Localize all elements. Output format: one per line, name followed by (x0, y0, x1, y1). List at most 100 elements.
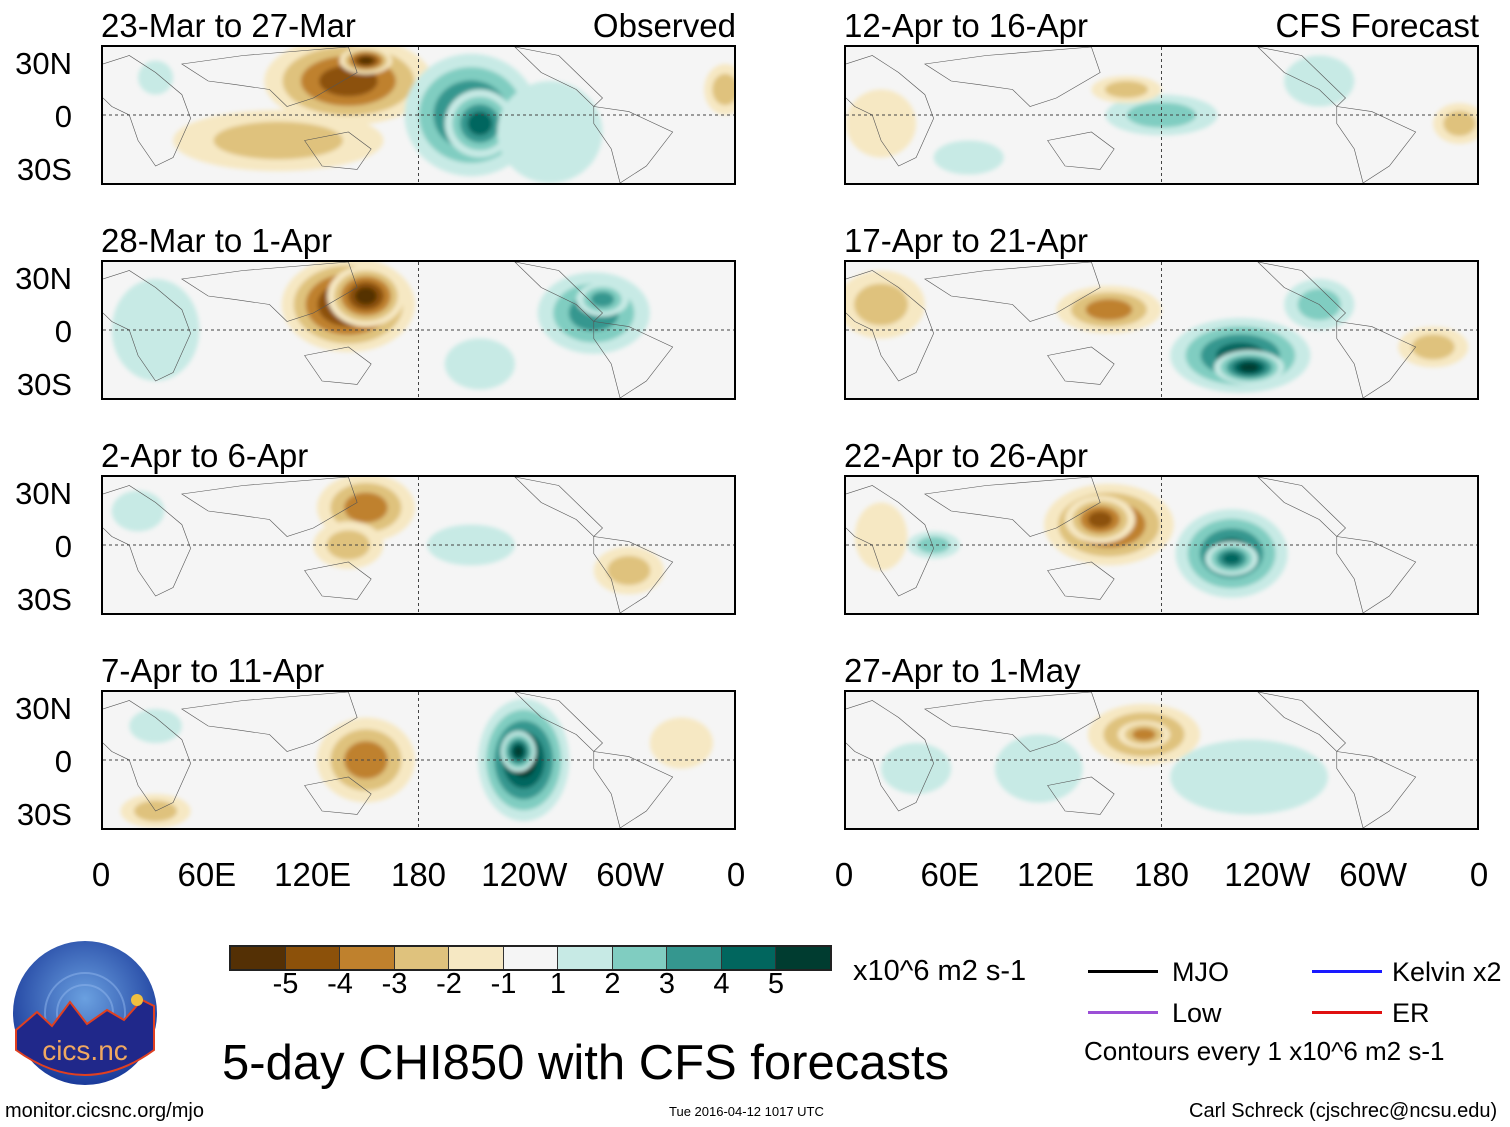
coastline-asia (925, 692, 1100, 752)
anomaly-contour-fill (1132, 728, 1156, 741)
colorbar-swatch (503, 947, 558, 969)
coastline-asia (925, 477, 1100, 537)
coastline-australia (305, 132, 372, 169)
y-tick-label: 30S (16, 367, 72, 402)
x-tick-label: 0 (726, 856, 746, 893)
anomaly-contour-fill (326, 530, 370, 560)
panel-title: 27-Apr to 1-May (844, 652, 1081, 689)
y-tick-label: 0 (54, 529, 72, 564)
anomaly-contour-fill (712, 73, 734, 106)
legend-mjo: MJO (1172, 957, 1229, 987)
panel-tag: Observed (592, 7, 736, 44)
anomaly-contour-fill (1284, 55, 1355, 107)
x-tick-label: 60W (596, 856, 665, 893)
coastline-australia (1048, 347, 1115, 384)
anomaly-map-panel (844, 260, 1479, 400)
y-tick-label: 0 (54, 744, 72, 779)
page-title: 5-day CHI850 with CFS forecasts (222, 1036, 950, 1090)
coastline-asia (925, 262, 1100, 322)
panel-title: 2-Apr to 6-Apr (101, 437, 309, 474)
anomaly-contour-fill (854, 502, 908, 571)
anomaly-map-panel (101, 260, 736, 400)
x-tick-label: 0 (1469, 856, 1489, 893)
colorbar-units: x10^6 m2 s-1 (853, 955, 1027, 987)
x-tick-label: 180 (1133, 856, 1190, 893)
coastline-south-america (1337, 752, 1416, 829)
panel-title: 12-Apr to 16-Apr (844, 7, 1088, 44)
coastline-africa (103, 56, 191, 167)
colorbar-swatch (449, 947, 504, 969)
x-tick-label: 0 (834, 856, 854, 893)
cicsnc-logo: cics.nc (12, 940, 158, 1086)
anomaly-contour-fill (497, 81, 603, 183)
panel-title: 23-Mar to 27-Mar (101, 7, 356, 44)
legend-low: Low (1172, 998, 1222, 1028)
y-tick-label: 30S (16, 152, 72, 187)
colorbar-label: 4 (713, 968, 730, 1000)
colorbar-label: 3 (658, 968, 676, 1000)
coastline-south-america (1337, 107, 1416, 184)
coastline-north-america (1258, 262, 1346, 322)
colorbar-swatch (394, 947, 449, 969)
x-tick-label: 60E (920, 856, 980, 893)
anomaly-contour-fill (1087, 511, 1113, 528)
anomaly-contour-fill (933, 140, 1004, 175)
colorbar-swatch (340, 947, 395, 969)
colorbar-swatch (285, 947, 340, 969)
coastline-australia (1048, 132, 1115, 169)
y-tick-label: 30N (15, 46, 72, 81)
x-tick-label: 180 (390, 856, 447, 893)
anomaly-contour-fill (846, 89, 917, 158)
anomaly-contour-fill (590, 291, 615, 307)
anomaly-contour-fill (344, 741, 388, 779)
footer-url[interactable]: monitor.cicsnc.org/mjo (5, 1100, 204, 1122)
legend-low-line (1088, 1011, 1158, 1014)
footer-timestamp: Tue 2016-04-12 1017 UTC (669, 1104, 824, 1119)
coastline-africa (846, 56, 934, 167)
coastline-australia (1048, 777, 1115, 814)
panel-tag: CFS Forecast (1275, 7, 1479, 44)
coastline-africa (846, 271, 934, 382)
anomaly-contour-fill (1104, 81, 1149, 98)
y-tick-label: 30N (15, 691, 72, 726)
coastline-north-america (1258, 477, 1346, 537)
coastline-south-america (594, 752, 673, 829)
anomaly-contour-fill (649, 717, 713, 769)
anomaly-map-panel (844, 690, 1479, 830)
x-tick-label: 0 (91, 856, 111, 893)
coastline-north-america (515, 47, 603, 107)
anomaly-contour-fill (138, 60, 174, 95)
colorbar-swatch (776, 947, 830, 969)
anomaly-contour-fill (1085, 299, 1133, 321)
coastline-south-america (594, 322, 673, 399)
anomaly-map-panel (844, 45, 1479, 185)
anomaly-contour-fill (1411, 334, 1455, 360)
legend-kelvin: Kelvin x2 (1392, 957, 1502, 987)
x-tick-label: 120W (481, 856, 568, 893)
y-tick-label: 30N (15, 261, 72, 296)
panel-title: 7-Apr to 11-Apr (101, 652, 325, 689)
y-tick-label: 0 (54, 314, 72, 349)
colorbar-swatch (667, 947, 722, 969)
x-tick-label: 60W (1339, 856, 1408, 893)
coastline-north-america (1258, 692, 1346, 752)
coastline-africa (103, 486, 191, 597)
coastline-asia (182, 477, 357, 537)
coastline-asia (182, 692, 357, 752)
anomaly-contour-fill (1222, 552, 1241, 565)
anomaly-contour-fill (1170, 739, 1329, 815)
anomaly-contour-fill (111, 490, 165, 532)
contours-note: Contours every 1 x10^6 m2 s-1 (1084, 1036, 1445, 1066)
coastline-north-america (515, 477, 603, 537)
colorbar-label: -1 (490, 968, 517, 1000)
panel-title: 22-Apr to 26-Apr (844, 437, 1088, 474)
y-tick-label: 30S (16, 797, 72, 832)
y-tick-label: 30S (16, 582, 72, 617)
anomaly-contour-fill (129, 709, 182, 743)
legend-mjo-line (1088, 970, 1158, 973)
coastline-australia (305, 562, 372, 599)
anomaly-map-panel (101, 45, 736, 185)
x-tick-label: 60E (177, 856, 237, 893)
coastline-south-america (594, 107, 673, 184)
x-tick-label: 120W (1224, 856, 1311, 893)
